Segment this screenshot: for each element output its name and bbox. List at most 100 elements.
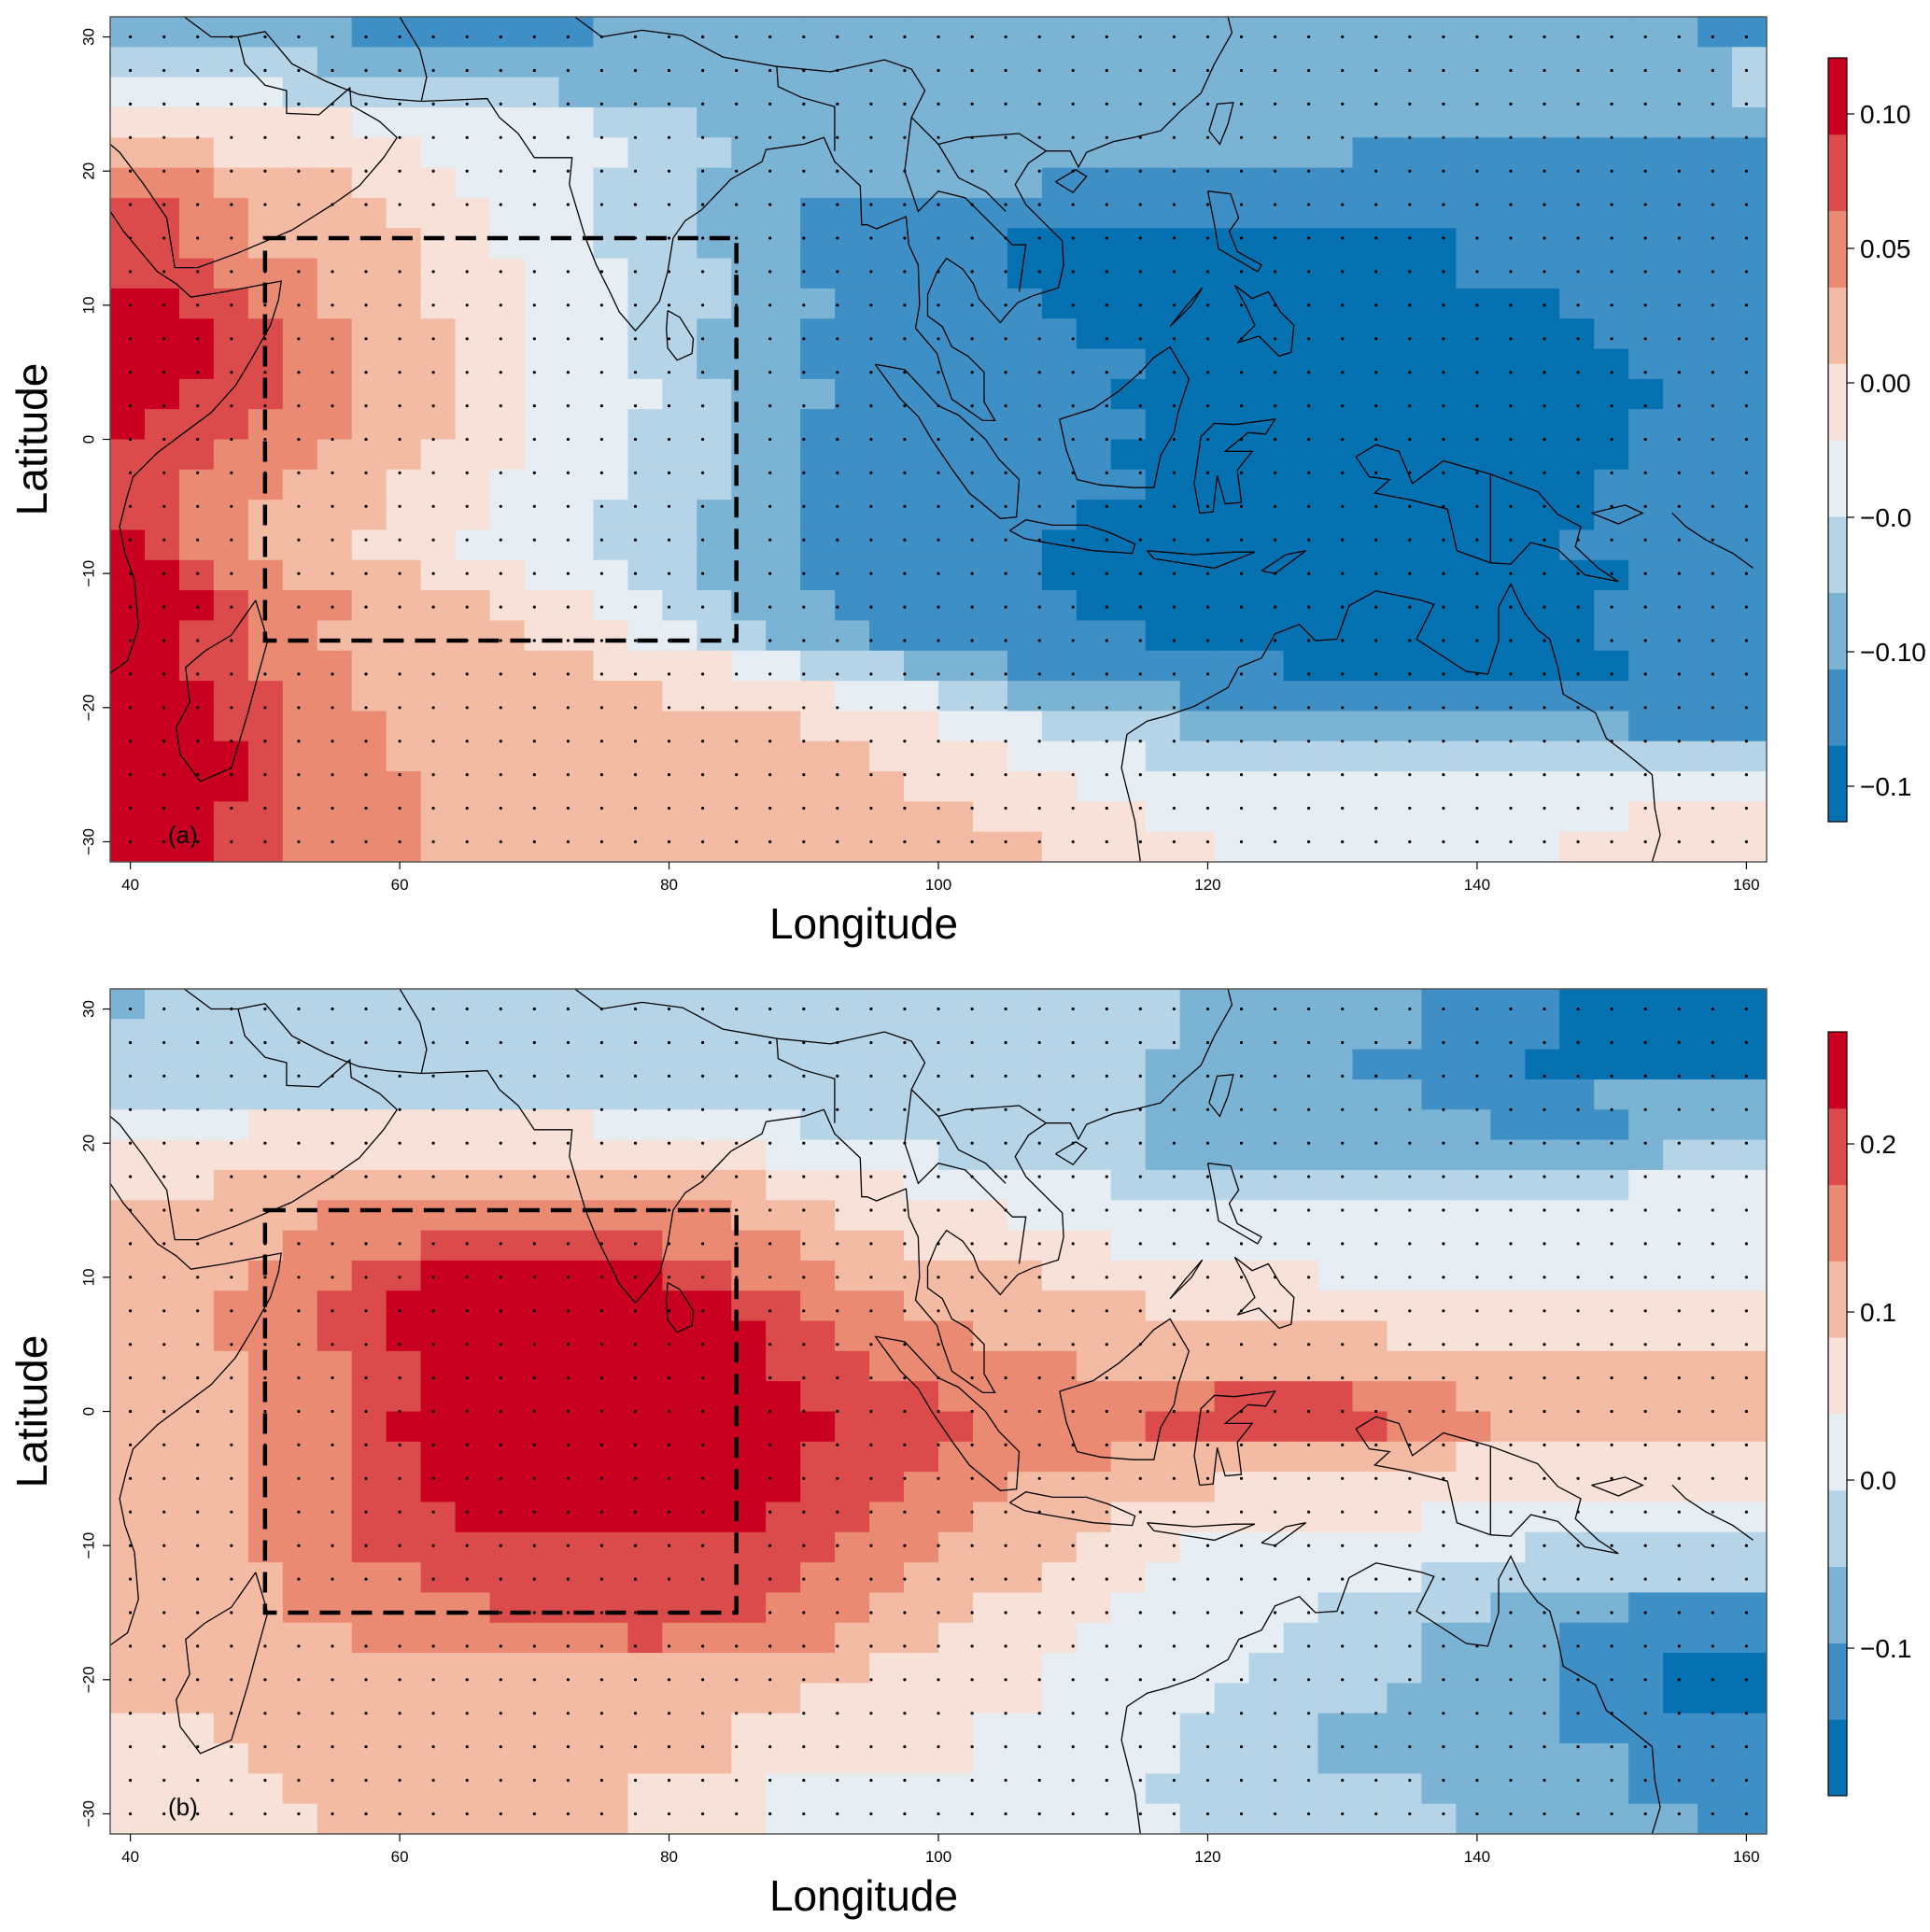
dot xyxy=(802,639,806,642)
field-cell xyxy=(1076,529,1112,561)
dot xyxy=(802,605,806,609)
field-cell xyxy=(627,711,663,742)
field-cell xyxy=(1110,106,1147,138)
dot xyxy=(599,1611,604,1615)
field-cell xyxy=(386,1079,422,1110)
dot xyxy=(1677,571,1681,575)
field-cell xyxy=(1698,1683,1733,1714)
field-cell xyxy=(1387,559,1423,591)
field-cell xyxy=(1110,167,1147,199)
field-cell xyxy=(869,529,905,561)
dot xyxy=(1138,1544,1142,1547)
dot xyxy=(1744,471,1748,474)
dot xyxy=(263,1678,267,1682)
dot xyxy=(297,437,301,442)
dot xyxy=(970,1611,974,1615)
field-cell xyxy=(835,1683,870,1714)
dot xyxy=(465,1745,469,1749)
field-cell xyxy=(1421,1139,1457,1171)
dot xyxy=(1341,1778,1345,1783)
field-cell xyxy=(1698,47,1733,78)
field-cell xyxy=(1421,1683,1457,1714)
field-cell xyxy=(1145,1803,1181,1834)
field-cell xyxy=(178,378,215,410)
dot xyxy=(1239,538,1244,542)
field-cell xyxy=(662,740,697,772)
field-cell xyxy=(178,137,215,169)
field-cell xyxy=(1248,439,1285,471)
field-cell xyxy=(1076,1713,1112,1744)
field-cell xyxy=(1525,1411,1560,1443)
dot xyxy=(1341,404,1345,408)
dot xyxy=(1172,1510,1176,1514)
field-cell xyxy=(1248,409,1285,441)
dot xyxy=(1172,672,1176,676)
dot xyxy=(1138,1074,1142,1078)
dot xyxy=(1172,437,1176,442)
dot xyxy=(701,1409,705,1414)
field-cell xyxy=(1248,1320,1285,1352)
field-cell xyxy=(1283,620,1319,652)
field-cell xyxy=(800,1683,836,1714)
dot xyxy=(1442,740,1445,743)
dot xyxy=(836,1812,839,1816)
dot xyxy=(398,1745,401,1749)
dot xyxy=(1543,740,1546,743)
field-cell xyxy=(835,650,870,682)
field-cell xyxy=(938,681,974,712)
field-cell xyxy=(1421,1502,1457,1533)
field-cell xyxy=(110,439,146,471)
field-cell xyxy=(1456,771,1491,802)
dot xyxy=(1205,169,1210,173)
field-cell xyxy=(1007,1713,1043,1744)
dot xyxy=(1408,504,1412,508)
field-cell xyxy=(420,197,457,229)
dot xyxy=(431,203,435,206)
dot xyxy=(1172,102,1176,106)
dot xyxy=(364,1778,368,1783)
field-cell xyxy=(800,1230,836,1262)
dot xyxy=(802,1644,806,1648)
field-cell xyxy=(1317,1139,1354,1171)
field-cell xyxy=(972,1079,1008,1110)
dot xyxy=(1307,672,1311,676)
dot xyxy=(1509,270,1513,274)
dot xyxy=(768,1611,772,1615)
field-cell xyxy=(420,439,457,471)
dot xyxy=(1576,303,1580,307)
dot xyxy=(1341,639,1345,642)
dot xyxy=(735,1242,739,1246)
field-cell xyxy=(144,1350,180,1382)
field-cell xyxy=(1352,529,1388,561)
dot xyxy=(162,605,166,609)
field-cell xyxy=(627,1230,663,1262)
dot xyxy=(230,1208,233,1212)
field-cell xyxy=(800,831,836,862)
field-cell xyxy=(455,1472,491,1503)
dot xyxy=(499,740,502,743)
field-cell xyxy=(1732,801,1767,833)
coastline xyxy=(776,66,836,151)
dot xyxy=(1374,1040,1378,1045)
dot xyxy=(1037,371,1041,374)
dot xyxy=(701,1007,705,1011)
field-cell xyxy=(869,1622,905,1654)
dot xyxy=(532,1476,536,1480)
field-cell xyxy=(1110,529,1147,561)
dot xyxy=(836,371,839,374)
field-cell xyxy=(627,529,663,561)
field-cell xyxy=(1214,47,1250,78)
field-cell xyxy=(1628,1411,1664,1443)
dot xyxy=(1205,504,1210,508)
dot xyxy=(1071,538,1075,542)
field-cell xyxy=(110,1139,146,1171)
dot xyxy=(667,571,671,575)
dot xyxy=(1004,1376,1007,1380)
dot xyxy=(802,236,806,240)
dot xyxy=(1543,236,1546,240)
field-cell xyxy=(662,1169,697,1201)
field-cell xyxy=(558,771,595,802)
dot xyxy=(1374,1409,1378,1414)
field-cell xyxy=(1732,409,1767,441)
field-cell xyxy=(1732,620,1767,652)
